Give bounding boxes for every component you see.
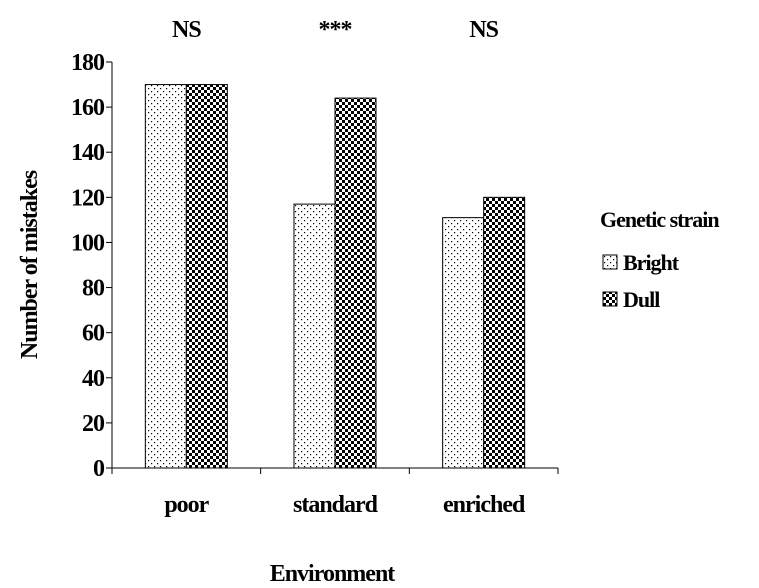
x-axis-label: Environment xyxy=(270,561,396,587)
y-tick-label: 20 xyxy=(82,411,105,437)
significance-label: NS xyxy=(172,17,201,43)
plot-area: NS *** NS xyxy=(144,17,526,469)
y-tick-label: 160 xyxy=(71,95,105,121)
y-tick-label: 0 xyxy=(93,456,105,482)
x-tick-label: standard xyxy=(293,492,379,518)
bar-dull-standard xyxy=(334,97,377,469)
x-tick-label: enriched xyxy=(443,492,526,518)
legend-title: Genetic strain xyxy=(600,207,719,232)
significance-label: *** xyxy=(319,17,352,43)
bar-bright-poor xyxy=(144,84,187,469)
bar-bright-standard xyxy=(293,203,336,469)
legend-label-bright: Bright xyxy=(623,250,680,275)
y-tick-label: 40 xyxy=(82,366,105,392)
x-axis: poor standard enriched xyxy=(111,467,559,518)
y-tick-label: 100 xyxy=(71,230,105,256)
legend-label-dull: Dull xyxy=(623,287,660,312)
y-tick-label: 120 xyxy=(71,185,105,211)
legend-swatch-dull xyxy=(602,291,618,307)
y-axis-label: Number of mistakes xyxy=(17,170,43,359)
y-tick-label: 60 xyxy=(82,321,105,347)
significance-label: NS xyxy=(469,17,498,43)
legend: Genetic strain Bright Dull xyxy=(600,207,720,312)
bar-bright-enriched xyxy=(442,217,485,469)
y-tick-label: 180 xyxy=(71,50,105,76)
bar-dull-poor xyxy=(185,84,228,469)
y-tick-label: 140 xyxy=(71,140,105,166)
x-tick-label: poor xyxy=(164,492,209,518)
legend-swatch-bright xyxy=(602,254,618,270)
y-tick-label: 80 xyxy=(82,276,105,302)
bar-dull-enriched xyxy=(483,196,526,469)
y-axis: 0 20 40 60 80 100 120 140 160 180 xyxy=(71,50,113,482)
